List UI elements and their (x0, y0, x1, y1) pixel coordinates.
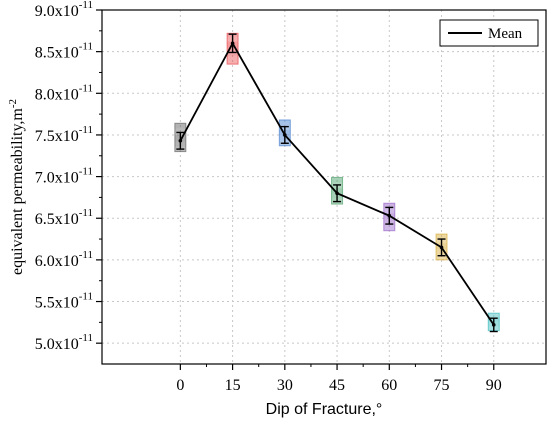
y-tick-mantissa: 9.0x10 (35, 3, 79, 20)
y-tick-mantissa: 8.5x10 (35, 45, 79, 62)
grid-lines (102, 9, 546, 364)
legend-label: Mean (488, 26, 523, 42)
y-axis-title-main: equivalent permeability,m (9, 108, 26, 275)
y-tick-exponent: -11 (79, 41, 93, 53)
y-tick-exponent: -11 (79, 249, 93, 261)
y-tick-label: 8.0x10-11 (35, 82, 93, 103)
y-tick-exponent: -11 (79, 82, 93, 94)
x-tick-label: 45 (329, 377, 345, 394)
y-tick-label: 5.5x10-11 (35, 291, 93, 312)
sample-band (436, 254, 448, 260)
sample-band (227, 55, 239, 65)
y-tick-mantissa: 6.0x10 (35, 253, 79, 270)
legend: Mean (439, 19, 539, 47)
x-tick-label: 15 (225, 377, 241, 394)
x-tick-label: 0 (176, 377, 184, 394)
y-tick-mantissa: 5.0x10 (35, 336, 79, 353)
sample-band (383, 224, 395, 231)
sample-band (488, 313, 500, 318)
y-tick-mantissa: 7.5x10 (35, 128, 79, 145)
y-tick-exponent: -11 (79, 0, 93, 11)
x-axis-title: Dip of Fracture,° (266, 401, 383, 418)
y-tick-label: 5.0x10-11 (35, 332, 93, 353)
y-tick-label: 7.5x10-11 (35, 124, 93, 145)
error-bars (176, 33, 498, 333)
x-tick-label: 30 (277, 377, 293, 394)
plot-frame (101, 9, 547, 365)
y-axis-title-superscript: -2 (7, 99, 19, 108)
y-tick-label: 6.5x10-11 (35, 207, 93, 228)
sample-band (383, 203, 395, 209)
x-tick-label: 60 (381, 377, 397, 394)
sample-band (436, 234, 448, 239)
sample-band (174, 123, 186, 129)
y-tick-label: 7.0x10-11 (35, 166, 93, 187)
x-tick-label: 90 (486, 377, 502, 394)
sample-band (279, 119, 291, 125)
sample-band (331, 177, 343, 183)
y-tick-exponent: -11 (79, 124, 93, 136)
y-tick-exponent: -11 (79, 291, 93, 303)
sample-band (174, 128, 186, 135)
y-tick-exponent: -11 (79, 166, 93, 178)
y-tick-mantissa: 8.0x10 (35, 86, 79, 103)
y-tick-mantissa: 7.0x10 (35, 170, 79, 187)
y-tick-exponent: -11 (79, 207, 93, 219)
y-tick-label: 8.5x10-11 (35, 41, 93, 62)
y-tick-label: 9.0x10-11 (35, 0, 93, 20)
y-axis-title: equivalent permeability,m-2 (7, 99, 26, 275)
y-tick-label: 6.0x10-11 (35, 249, 93, 270)
y-tick-mantissa: 6.5x10 (35, 211, 79, 228)
y-tick-mantissa: 5.5x10 (35, 295, 79, 312)
axes: 0 15 30 45 60 75 905.0x10-115.5x10-116.0x10-11… (35, 0, 502, 394)
y-tick-exponent: -11 (79, 332, 93, 344)
x-tick-label: 75 (434, 377, 450, 394)
